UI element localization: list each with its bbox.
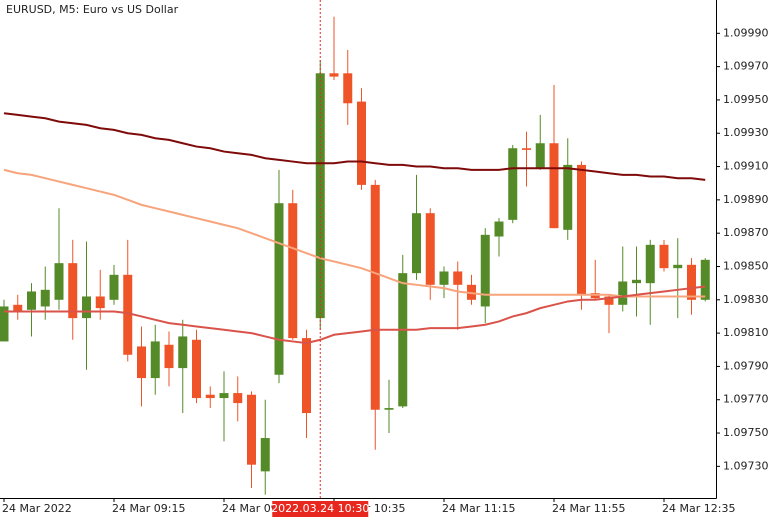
candle-body: [439, 271, 449, 285]
candle-body: [453, 271, 463, 285]
candle-body: [508, 148, 518, 220]
chart-title: EURUSD, M5: Euro vs US Dollar: [6, 3, 179, 16]
cursor-label: 2022.03.24 10:30: [271, 502, 369, 515]
candle-body: [398, 273, 408, 407]
candle-body: [412, 213, 421, 274]
candle-body: [522, 148, 531, 150]
candle-body: [137, 346, 146, 379]
x-tick-label: 24 Mar 11:15: [442, 502, 515, 515]
candle-body: [549, 143, 559, 229]
y-tick-label: 1.09950: [723, 93, 769, 106]
candle-body: [123, 274, 133, 355]
plot-area: [0, 16, 710, 495]
candle-body: [109, 274, 119, 300]
candle-body: [315, 73, 325, 319]
moving-average: [3, 112, 706, 181]
candle-body: [178, 336, 188, 369]
candle-body: [68, 263, 78, 319]
candle-body: [535, 143, 545, 169]
y-tick-label: 1.09810: [723, 326, 769, 339]
y-tick-label: 1.09870: [723, 226, 769, 239]
y-tick-label: 1.09970: [723, 60, 769, 73]
candle-body: [425, 213, 435, 285]
candle-body: [40, 289, 50, 307]
candle-body: [219, 393, 229, 399]
moving-average: [4, 285, 706, 345]
candle-body: [0, 306, 9, 342]
candle-body: [329, 73, 339, 77]
y-tick-label: 1.09770: [723, 393, 769, 406]
y-tick-label: 1.09890: [723, 193, 769, 206]
candle-body: [13, 304, 23, 312]
y-tick-label: 1.09730: [723, 459, 769, 472]
candle-body: [480, 234, 490, 307]
candle-body: [274, 203, 284, 375]
candle-body: [659, 244, 669, 269]
y-tick-label: 1.09790: [723, 359, 769, 372]
candle-body: [95, 296, 105, 309]
candle-body: [687, 264, 696, 300]
y-tick-label: 1.09990: [723, 26, 769, 39]
cursor-label-bg: [272, 501, 369, 517]
y-tick-label: 1.09750: [723, 426, 769, 439]
candle-body: [27, 291, 36, 310]
candle-body: [247, 394, 256, 465]
candle-body: [618, 281, 628, 305]
candle-body: [673, 264, 683, 269]
candle-body: [288, 203, 298, 339]
candle-body: [205, 394, 215, 399]
candle-body: [233, 393, 243, 404]
candle-body: [357, 101, 366, 185]
candle-body: [604, 296, 614, 305]
candle-body: [700, 259, 710, 300]
candle-body: [150, 341, 160, 379]
candle-body: [577, 164, 586, 295]
candle-body: [302, 338, 311, 414]
candle-body: [82, 296, 91, 319]
y-tick-label: 1.09910: [723, 160, 769, 173]
y-tick-label: 1.09930: [723, 126, 769, 139]
candle-body: [192, 339, 201, 399]
candle-body: [645, 244, 655, 284]
candle-body: [54, 263, 64, 300]
candle-body: [260, 438, 270, 472]
candle-body: [494, 221, 504, 237]
candle-body: [343, 73, 353, 104]
candle-body: [384, 408, 394, 410]
x-tick-label: 24 Mar 12:35: [662, 502, 735, 515]
x-tick-label: 24 Mar 09:15: [112, 502, 185, 515]
candle-body: [164, 344, 174, 369]
candle-body: [632, 279, 641, 284]
candle-body: [563, 164, 573, 230]
x-tick-label: 24 Mar 2022: [2, 502, 72, 515]
y-tick-label: 1.09850: [723, 259, 769, 272]
moving-average: [3, 168, 706, 298]
y-tick-label: 1.09830: [723, 293, 769, 306]
x-tick-label: 24 Mar 11:55: [552, 502, 625, 515]
candle-body: [370, 184, 380, 410]
